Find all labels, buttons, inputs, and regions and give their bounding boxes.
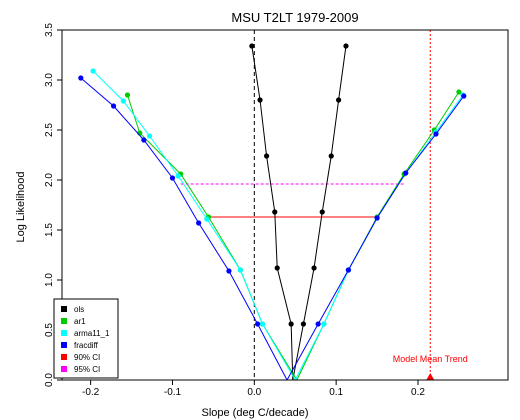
legend-swatch-ols xyxy=(61,306,67,312)
point-fracdiff-right-4 xyxy=(403,170,409,176)
point-ols-left-6 xyxy=(249,43,255,49)
x-tick-label-4: 0.2 xyxy=(411,387,425,398)
point-ols-right-2 xyxy=(311,265,317,271)
series-line-fracdiff-left xyxy=(80,77,288,381)
point-arma11-1-left-5 xyxy=(146,133,153,139)
legend-swatch-fracdiff xyxy=(61,342,67,348)
point-ols-right-5 xyxy=(336,97,342,103)
chart-title: MSU T2LT 1979-2009 xyxy=(231,10,358,25)
point-ols-right-3 xyxy=(319,209,325,215)
x-tick-label-2: 0.0 xyxy=(247,387,261,398)
y-tick-label-0: 0.0 xyxy=(44,373,55,387)
legend-swatch-ci90 xyxy=(61,354,67,360)
x-tick-label-3: 0.1 xyxy=(329,387,343,398)
model-mean-trend-marker xyxy=(426,373,435,380)
legend-swatch-ci95 xyxy=(61,366,67,372)
point-ols-right-4 xyxy=(328,153,334,159)
point-ols-right-1 xyxy=(300,321,307,327)
point-fracdiff-right-1 xyxy=(315,321,321,327)
model-mean-trend-label: Model Mean Trend xyxy=(393,354,468,364)
point-ols-left-3 xyxy=(272,209,278,215)
point-ols-left-5 xyxy=(257,97,263,103)
point-ols-left-1 xyxy=(288,321,294,327)
plot-frame xyxy=(61,29,509,381)
point-ols-right-6 xyxy=(343,43,349,49)
legend-swatch-ar1 xyxy=(61,318,67,324)
annotation-layer: Model Mean Trend xyxy=(393,354,468,380)
point-fracdiff-left-4 xyxy=(169,175,176,181)
series-line-arma11-1-left xyxy=(92,70,296,381)
y-tick-label-3: 1.5 xyxy=(44,223,55,237)
y-tick-label-4: 2.0 xyxy=(44,173,55,187)
point-fracdiff-left-5 xyxy=(141,137,147,143)
point-fracdiff-right-3 xyxy=(374,215,380,221)
point-arma11-1-left-7 xyxy=(90,68,96,74)
legend-swatch-arma11 xyxy=(61,330,67,336)
point-ols-left-4 xyxy=(263,153,270,159)
y-tick-label-2: 1.0 xyxy=(44,273,55,287)
legend-box xyxy=(53,298,119,379)
legend: ols ar1 arma11_1 fracdiff 90% CI 95% CI xyxy=(53,298,119,379)
reference-lines xyxy=(253,30,431,380)
x-tick-label-0: -0.2 xyxy=(82,387,100,398)
point-fracdiff-left-7 xyxy=(78,75,84,81)
legend-label-ci95: 95% CI xyxy=(74,365,100,374)
legend-label-ols: ols xyxy=(74,305,84,314)
confidence-interval-lines xyxy=(180,183,405,218)
legend-label-ci90: 90% CI xyxy=(74,353,100,362)
point-fracdiff-left-3 xyxy=(196,220,202,226)
point-arma11-1-left-4 xyxy=(175,173,181,179)
legend-label-arma11: arma11_1 xyxy=(74,329,110,338)
point-fracdiff-left-1 xyxy=(254,321,261,327)
point-arma11-1-right-1 xyxy=(321,321,327,327)
point-arma11-1-left-1 xyxy=(259,321,266,327)
y-axis-label: Log Likelihood xyxy=(15,172,27,243)
series-layer xyxy=(78,43,467,381)
point-ar1-left-6 xyxy=(124,92,131,98)
point-fracdiff-right-6 xyxy=(461,93,467,99)
legend-label-ar1: ar1 xyxy=(74,317,86,326)
y-tick-label-7: 3.5 xyxy=(44,23,55,37)
point-fracdiff-right-5 xyxy=(433,131,439,137)
y-tick-label-1: 0.5 xyxy=(44,323,55,337)
y-axis: 0.0 0.5 1.0 1.5 2.0 2.5 3.0 3.5 xyxy=(44,23,62,387)
point-arma11-1-left-6 xyxy=(120,98,126,104)
x-axis-label: Slope (deg C/decade) xyxy=(201,407,308,419)
point-arma11-1-left-2 xyxy=(237,267,243,273)
legend-label-fracdiff: fracdiff xyxy=(74,341,99,350)
point-fracdiff-right-2 xyxy=(345,267,352,273)
point-fracdiff-left-2 xyxy=(226,268,232,274)
y-tick-label-5: 2.5 xyxy=(44,123,55,137)
point-ar1-right-6 xyxy=(456,89,462,95)
y-tick-label-6: 3.0 xyxy=(44,73,55,87)
point-arma11-1-left-3 xyxy=(204,216,210,222)
point-fracdiff-left-6 xyxy=(110,103,117,109)
point-ols-left-2 xyxy=(274,265,280,271)
x-axis: -0.2 -0.1 0.0 0.1 0.2 xyxy=(82,380,425,398)
x-tick-label-1: -0.1 xyxy=(164,387,182,398)
